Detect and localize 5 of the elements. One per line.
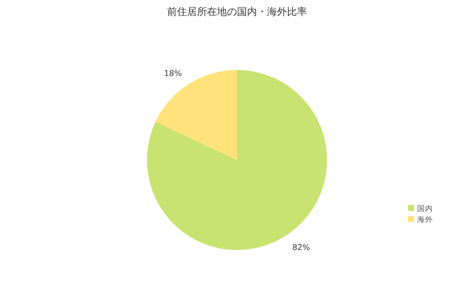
- chart-title: 前住居所在地の国内・海外比率: [167, 6, 307, 18]
- data-label: 18%: [164, 69, 182, 78]
- data-label: 82%: [292, 242, 310, 252]
- pie-slice: [147, 70, 327, 250]
- pie-slice: [156, 70, 237, 160]
